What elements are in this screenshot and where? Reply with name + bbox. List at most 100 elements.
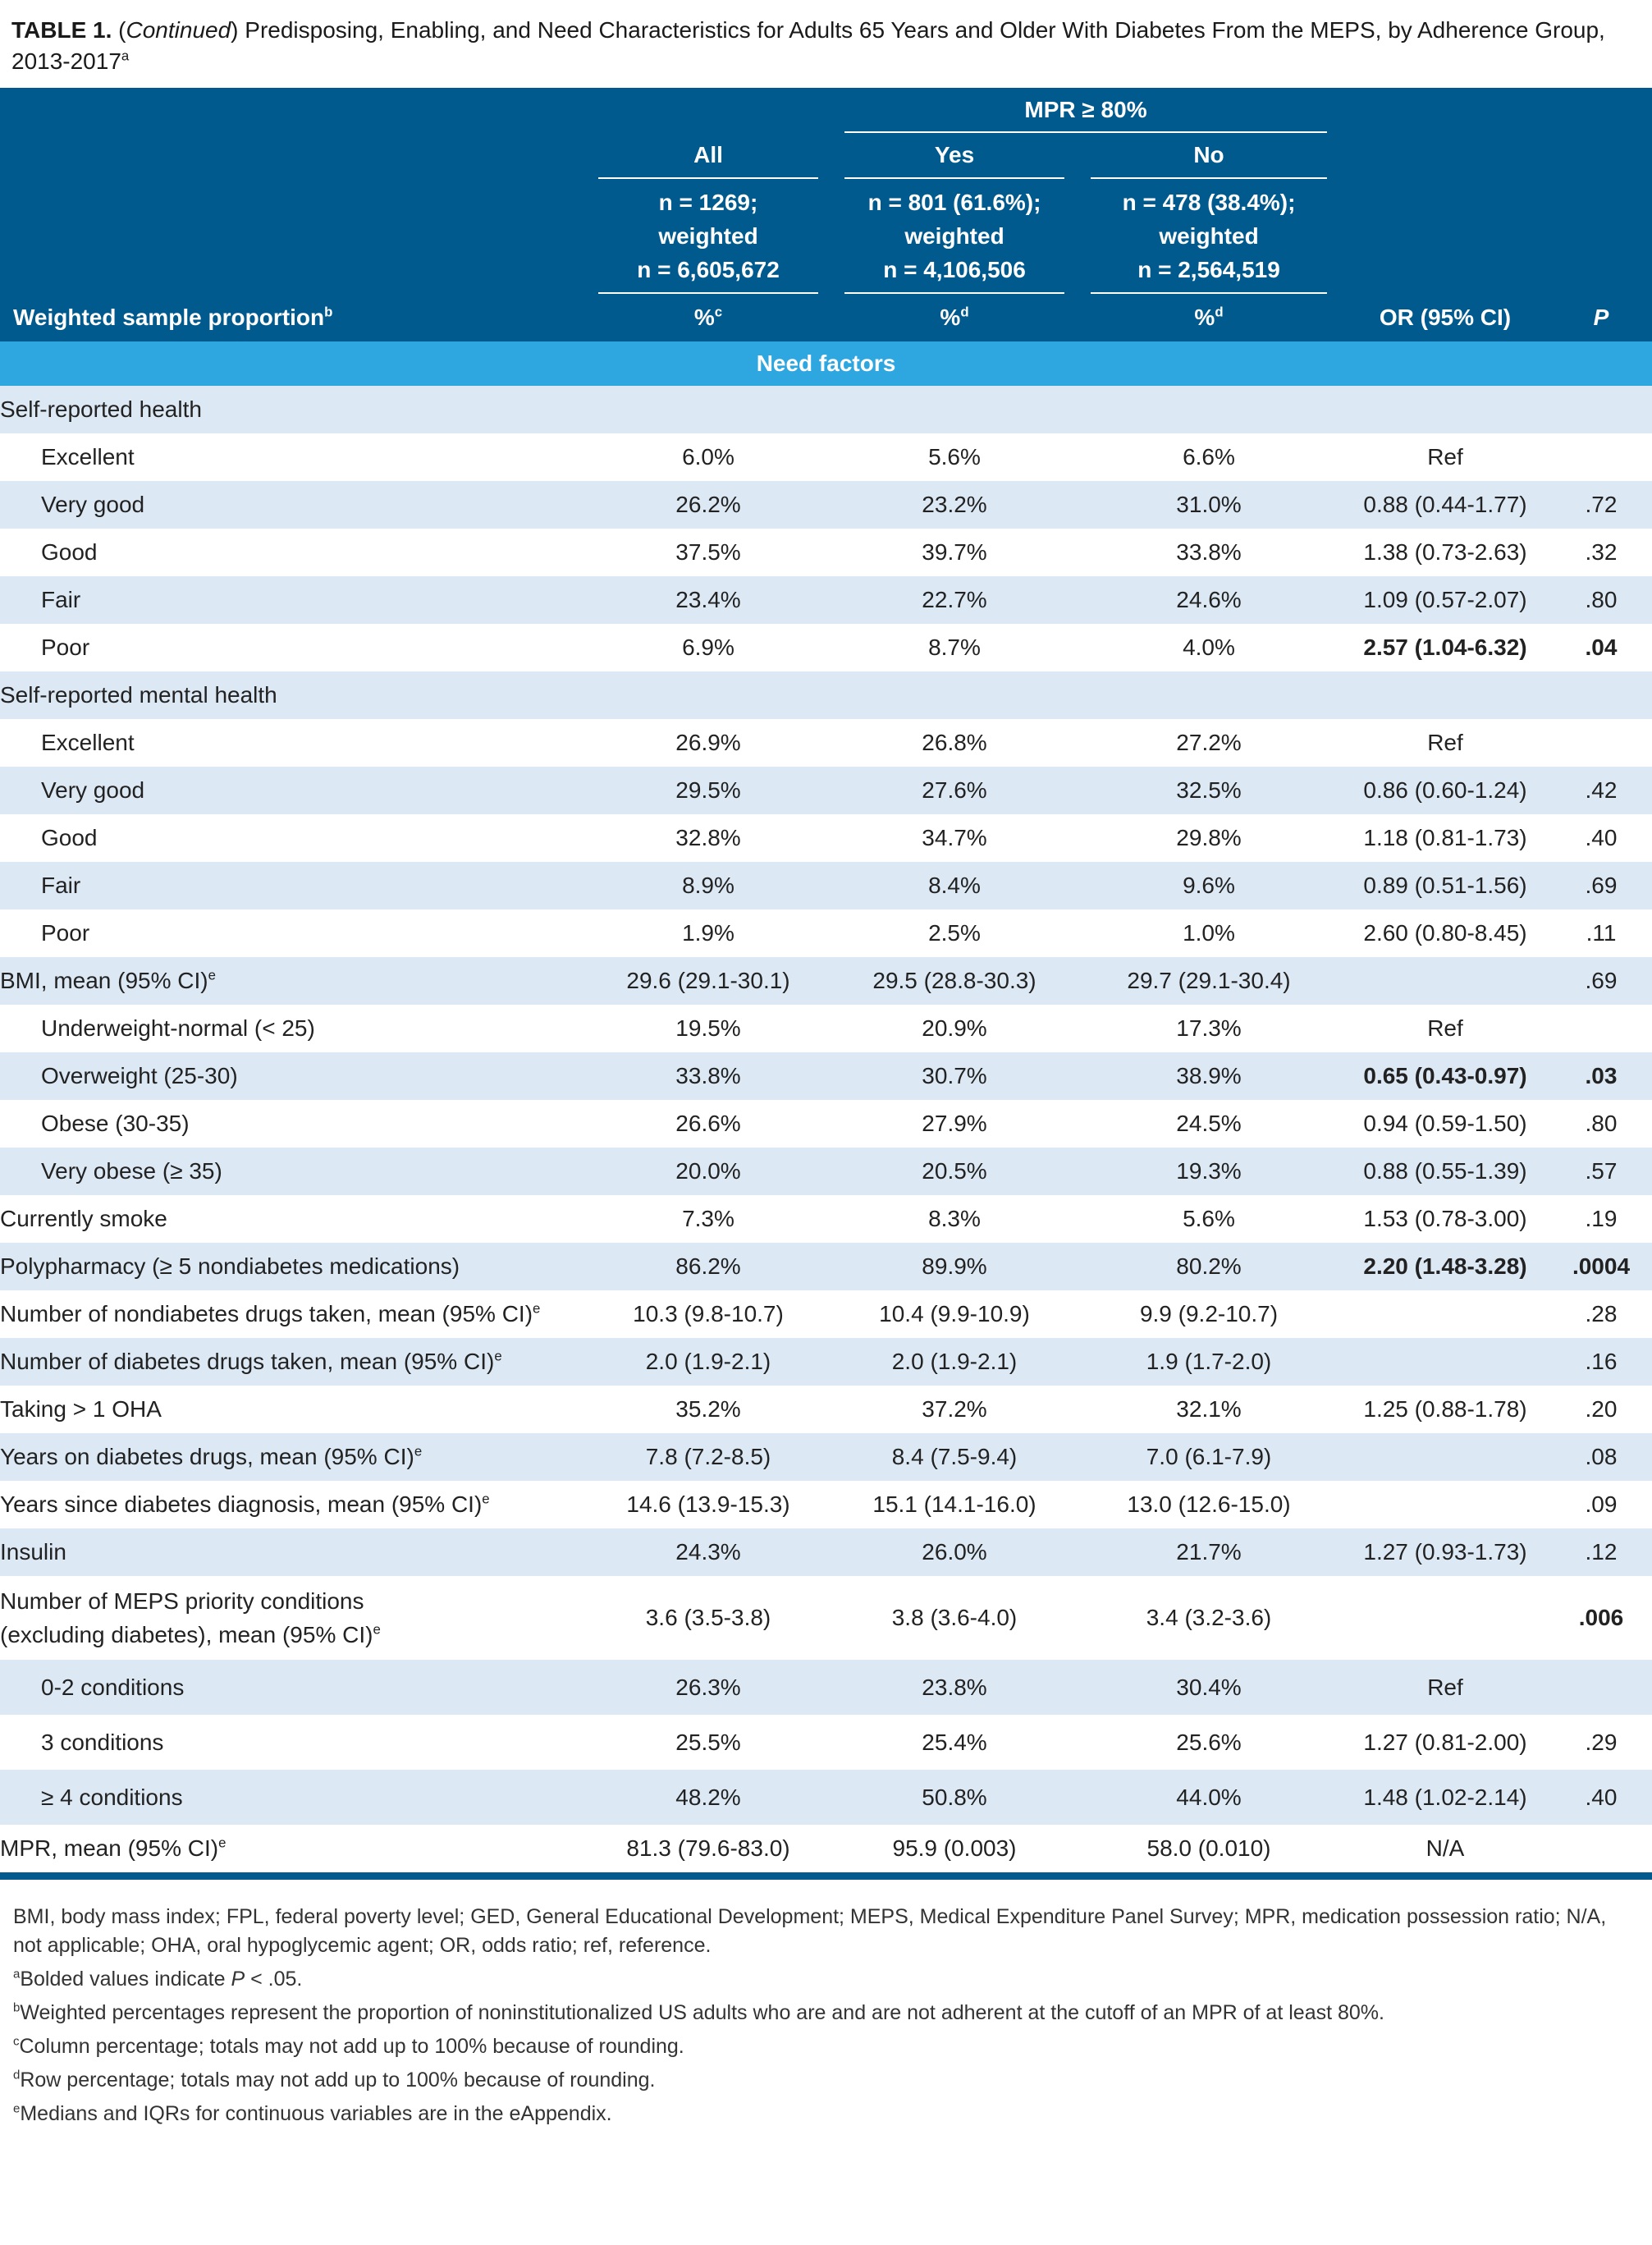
cell-yes: 29.5 (28.8-30.3) (831, 957, 1078, 1005)
cell-yes: 27.9% (831, 1100, 1078, 1148)
row-label: Currently smoke (0, 1195, 585, 1243)
header-all-n-line3: n = 6,605,672 (637, 256, 780, 282)
cell-all: 33.8% (585, 1052, 831, 1100)
row-label-sup: e (494, 1348, 502, 1364)
header-all-n-line2: weighted (658, 222, 758, 249)
cell-yes: 20.5% (831, 1148, 1078, 1195)
row-label-text: Poor (41, 920, 90, 946)
cell-yes: 10.4 (9.9-10.9) (831, 1290, 1078, 1338)
cell-p: .42 (1550, 767, 1652, 814)
cell-no: 17.3% (1078, 1005, 1340, 1052)
cell-all: 26.2% (585, 481, 831, 529)
footnotes: BMI, body mass index; FPL, federal pover… (13, 1903, 1638, 2133)
row-label: Number of diabetes drugs taken, mean (95… (0, 1338, 585, 1386)
header-all-n-line1: n = 1269; (658, 189, 758, 215)
cell-yes: 26.8% (831, 719, 1078, 767)
row-label-sup: e (208, 967, 216, 983)
cell-or: 2.57 (1.04-6.32) (1340, 624, 1550, 671)
cell-no: 29.8% (1078, 814, 1340, 862)
header-all: All (598, 133, 818, 179)
row-label: Insulin (0, 1528, 585, 1576)
row-label: ≥ 4 conditions (0, 1770, 585, 1825)
cell-yes: 22.7% (831, 576, 1078, 624)
cell-yes: 8.7% (831, 624, 1078, 671)
cell-all: 86.2% (585, 1243, 831, 1290)
cell-no (1078, 386, 1340, 433)
cell-all (585, 386, 831, 433)
cell-p (1550, 1005, 1652, 1052)
header-pct-all: %c (585, 294, 831, 341)
row-label-text: Self-reported mental health (0, 682, 277, 708)
row-label: MPR, mean (95% CI)e (0, 1825, 585, 1872)
header-row-label: Weighted sample proportionb (0, 294, 585, 341)
cell-or (1340, 1481, 1550, 1528)
cell-no: 27.2% (1078, 719, 1340, 767)
cell-no: 31.0% (1078, 481, 1340, 529)
cell-or: 1.53 (0.78-3.00) (1340, 1195, 1550, 1243)
cell-p: .40 (1550, 814, 1652, 862)
cell-p: .20 (1550, 1386, 1652, 1433)
cell-p (1550, 386, 1652, 433)
cell-no: 9.6% (1078, 862, 1340, 909)
row-label: Taking > 1 OHA (0, 1386, 585, 1433)
cell-yes: 23.2% (831, 481, 1078, 529)
cell-or: 1.48 (1.02-2.14) (1340, 1770, 1550, 1825)
cell-all: 32.8% (585, 814, 831, 862)
cell-all: 2.0 (1.9-2.1) (585, 1338, 831, 1386)
cell-no: 24.5% (1078, 1100, 1340, 1148)
row-label-text: 0-2 conditions (41, 1674, 185, 1700)
header-mpr-group: MPR ≥ 80% (844, 88, 1327, 133)
cell-yes: 50.8% (831, 1770, 1078, 1825)
cell-p: .12 (1550, 1528, 1652, 1576)
row-label-text: Fair (41, 873, 81, 898)
cell-no: 19.3% (1078, 1148, 1340, 1195)
row-label-text-line2: (excluding diabetes), mean (95% CI) (0, 1622, 373, 1647)
row-label-text: Very obese (≥ 35) (41, 1158, 222, 1184)
cell-no: 5.6% (1078, 1195, 1340, 1243)
cell-p: .16 (1550, 1338, 1652, 1386)
row-label: Good (0, 529, 585, 576)
cell-p: .80 (1550, 576, 1652, 624)
cell-all: 6.0% (585, 433, 831, 481)
cell-or (1340, 957, 1550, 1005)
row-label: Fair (0, 576, 585, 624)
cell-p: .0004 (1550, 1243, 1652, 1290)
row-label-sup: e (218, 1835, 227, 1851)
cell-all: 6.9% (585, 624, 831, 671)
header-yes-n-line1: n = 801 (61.6%); (867, 189, 1041, 215)
row-label: Poor (0, 624, 585, 671)
cell-all: 1.9% (585, 909, 831, 957)
header-yes-n: n = 801 (61.6%); weighted n = 4,106,506 (844, 179, 1064, 294)
cell-p: .29 (1550, 1715, 1652, 1770)
table-row: Poor 6.9% 8.7% 4.0% 2.57 (1.04-6.32) .04 (0, 624, 1652, 671)
caption-continued: Continued (126, 17, 231, 43)
table-row: Insulin 24.3% 26.0% 21.7% 1.27 (0.93-1.73) .1… (0, 1528, 1652, 1576)
row-label: Obese (30-35) (0, 1100, 585, 1148)
footnote-a: aBolded values indicate P < .05. (13, 1967, 303, 1991)
row-label: Excellent (0, 433, 585, 481)
table-row: Fair 8.9% 8.4% 9.6% 0.89 (0.51-1.56) .69 (0, 862, 1652, 909)
cell-yes: 2.5% (831, 909, 1078, 957)
row-label-text: ≥ 4 conditions (41, 1784, 183, 1810)
table-row: Very obese (≥ 35) 20.0% 20.5% 19.3% 0.88 (0.… (0, 1148, 1652, 1195)
cell-all: 24.3% (585, 1528, 831, 1576)
cell-yes: 39.7% (831, 529, 1078, 576)
cell-no (1078, 671, 1340, 719)
header-row-label-sup: b (324, 304, 333, 320)
caption-label: TABLE 1. (11, 17, 112, 43)
table-row: Good 32.8% 34.7% 29.8% 1.18 (0.81-1.73) .40 (0, 814, 1652, 862)
header-no-n-line1: n = 478 (38.4%); (1122, 189, 1296, 215)
cell-no: 44.0% (1078, 1770, 1340, 1825)
cell-yes: 8.4 (7.5-9.4) (831, 1433, 1078, 1481)
table-header: MPR ≥ 80% All Yes No n = 1269; weighted … (0, 88, 1652, 341)
row-label: Very obese (≥ 35) (0, 1148, 585, 1195)
cell-p (1550, 1660, 1652, 1715)
cell-p: .57 (1550, 1148, 1652, 1195)
row-label-text: Very good (41, 777, 145, 803)
cell-yes: 8.4% (831, 862, 1078, 909)
row-label: Self-reported mental health (0, 671, 585, 719)
cell-p: .03 (1550, 1052, 1652, 1100)
cell-all: 14.6 (13.9-15.3) (585, 1481, 831, 1528)
cell-all: 20.0% (585, 1148, 831, 1195)
cell-or: 0.88 (0.55-1.39) (1340, 1148, 1550, 1195)
